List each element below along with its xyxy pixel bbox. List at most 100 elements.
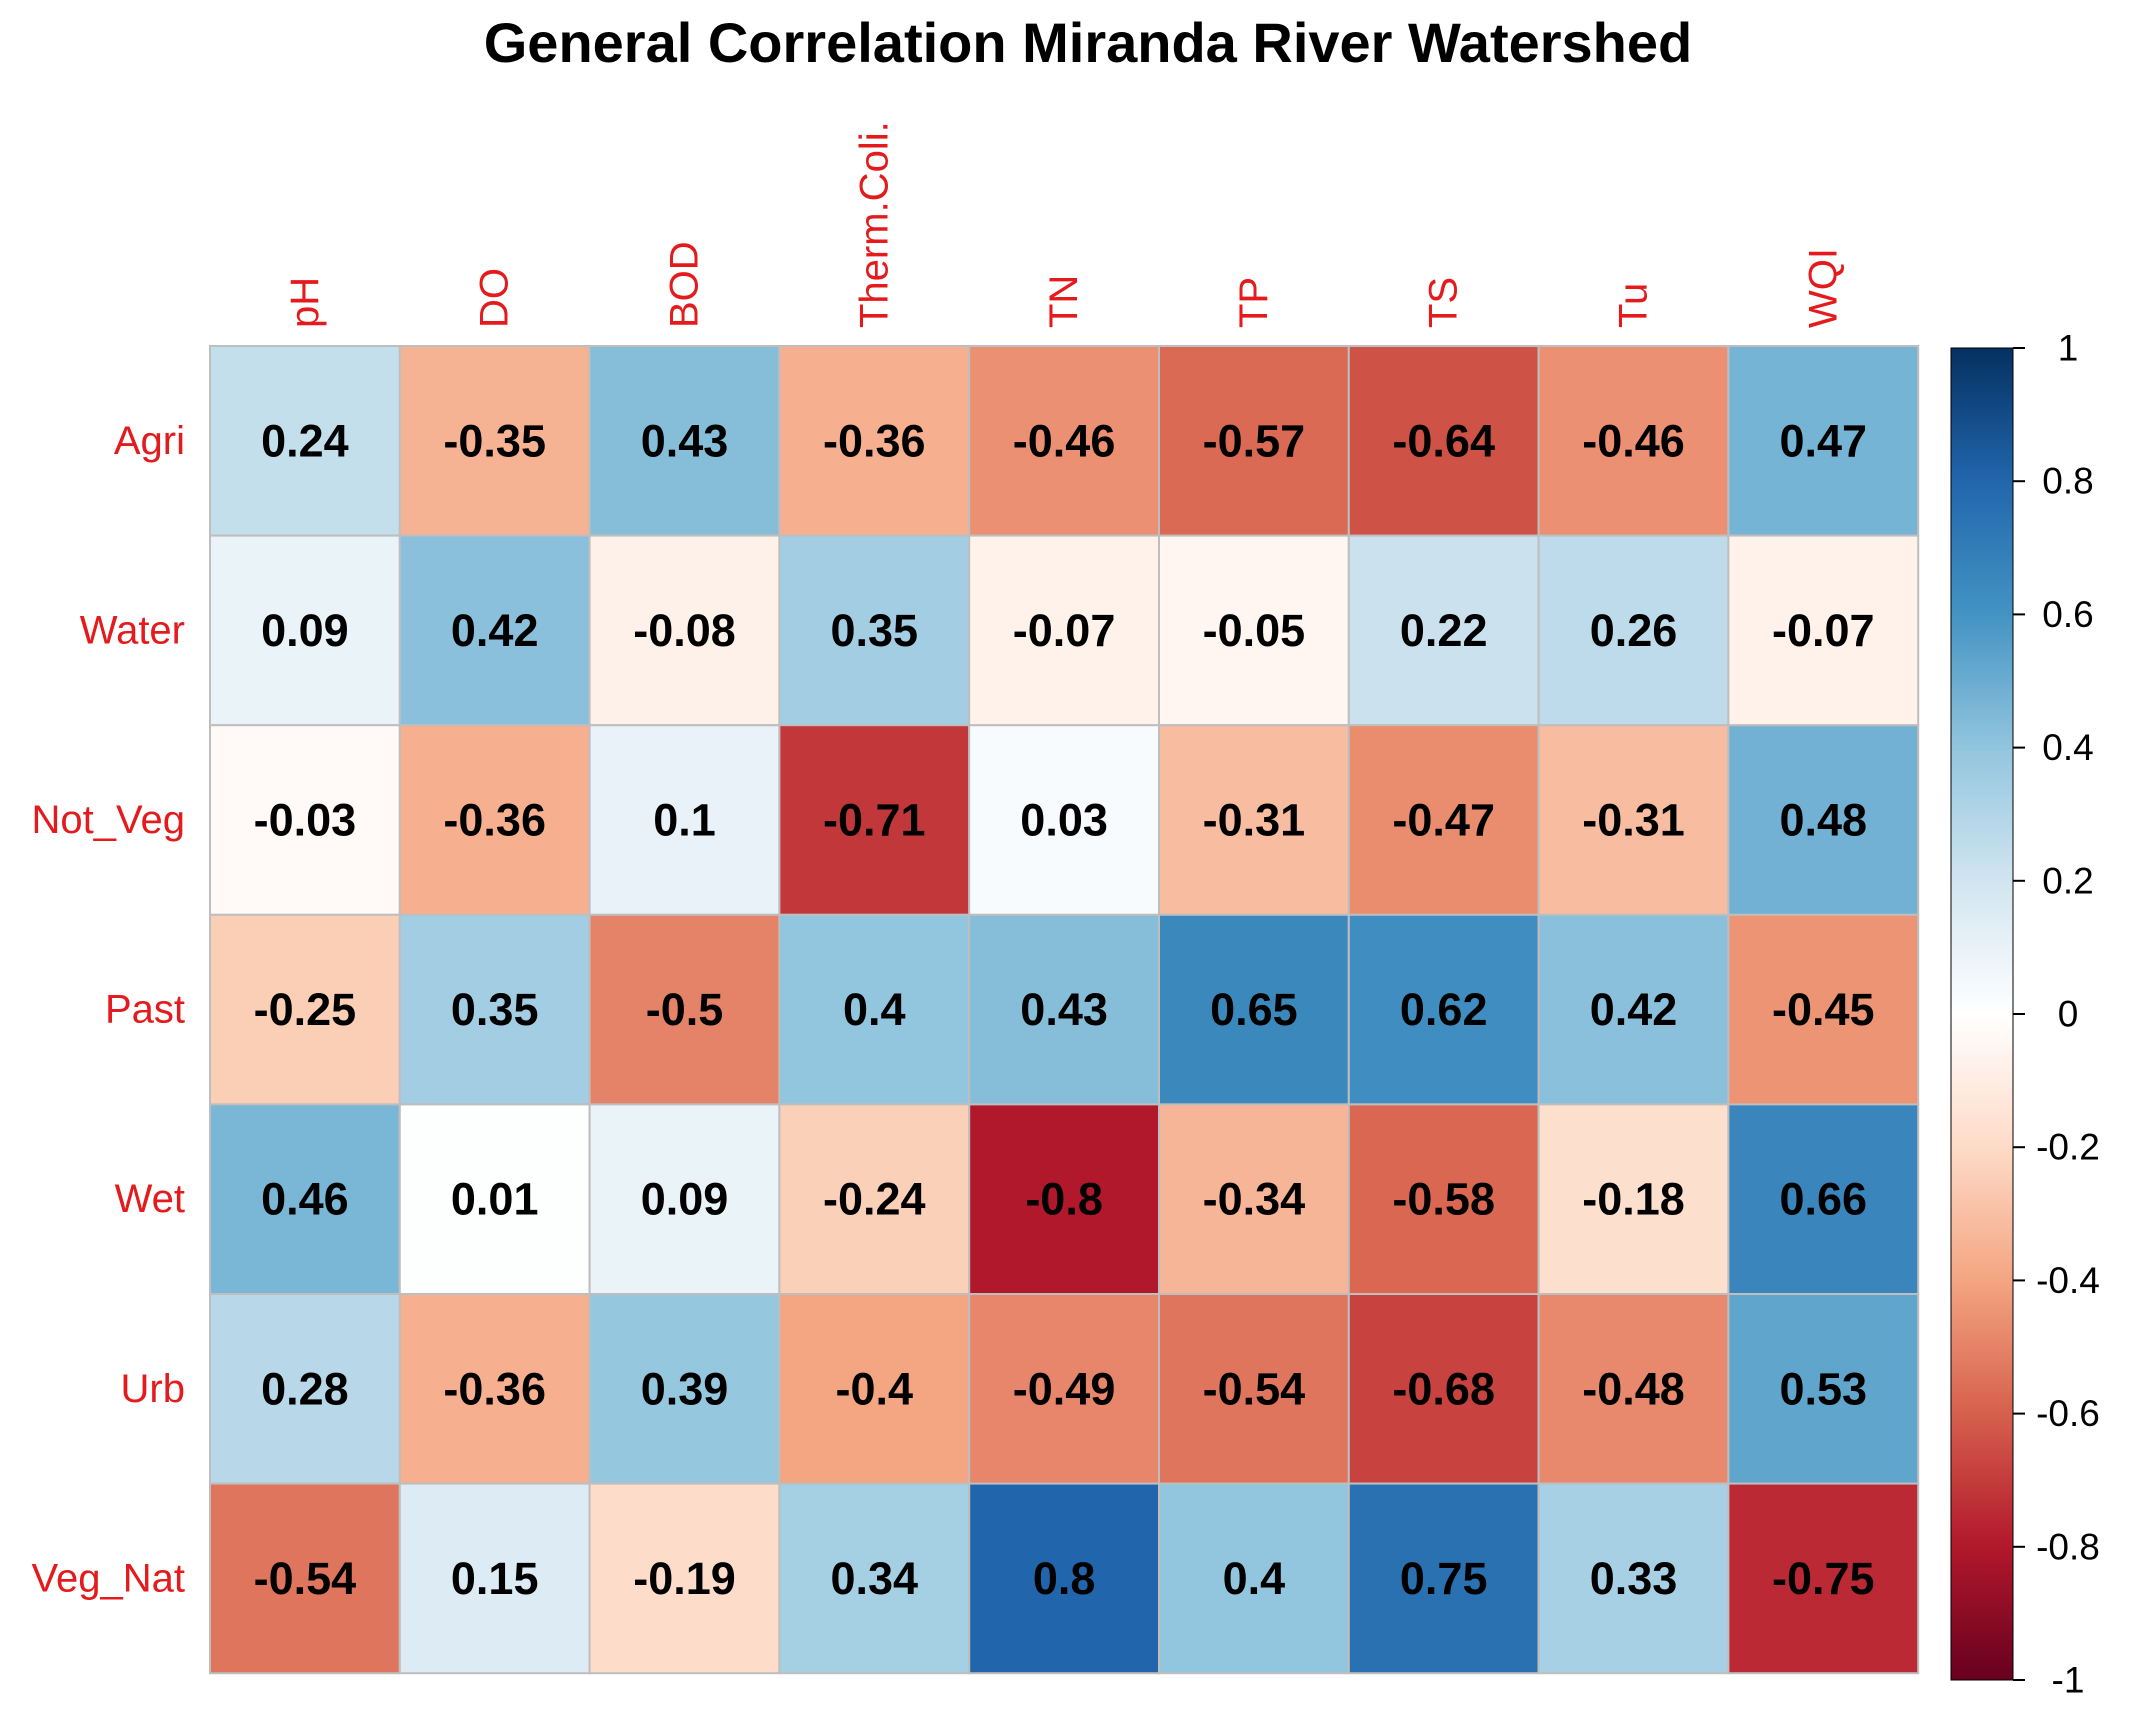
- cell-value-label: 0.46: [261, 1174, 349, 1225]
- row-label-wet: Wet: [115, 1177, 185, 1221]
- column-label-wqi: WQI: [1801, 248, 1845, 328]
- cell-value-label: -0.18: [1582, 1174, 1685, 1225]
- heatmap-cell: [968, 534, 1161, 727]
- heatmap-cell: [209, 1103, 401, 1296]
- cell-value-label: -0.4: [836, 1363, 914, 1414]
- heatmap-cell: [1727, 724, 1920, 916]
- heatmap-cell: [778, 913, 971, 1106]
- colorbar-tick-label: -0.4: [2036, 1260, 2100, 1301]
- heatmap-cell: [398, 345, 591, 537]
- row-label-water: Water: [80, 608, 185, 652]
- cell-value-label: -0.31: [1582, 795, 1685, 846]
- cell-value-label: -0.54: [254, 1553, 357, 1604]
- cell-value-label: -0.75: [1772, 1553, 1875, 1604]
- heatmap-cell: [1727, 534, 1920, 727]
- cell-value-label: 0.42: [451, 605, 539, 656]
- cell-value-label: 0.35: [451, 984, 539, 1035]
- column-label-tu: Tu: [1612, 283, 1656, 328]
- heatmap-cell: [778, 724, 971, 916]
- cell-value-label: 0.62: [1400, 984, 1488, 1035]
- cell-value-label: -0.36: [823, 415, 926, 466]
- heatmap-cell: [209, 913, 401, 1106]
- heatmap-cell: [1537, 534, 1730, 727]
- column-label-therm-coli: Therm.Coli.: [852, 121, 896, 328]
- colorbar-tick-label: 0.4: [2042, 727, 2093, 768]
- colorbar-tick-label: 0.6: [2042, 594, 2093, 635]
- row-labels: Agri Water Not_Veg Past Wet Urb Veg_Nat: [32, 419, 185, 1601]
- colorbar: 1 0.8 0.6 0.4 0.2 0 -0.2 -0.4 -0.6 -0.8 -1: [1950, 328, 2100, 1701]
- cell-value-label: -0.47: [1392, 795, 1495, 846]
- cell-value-label: -0.46: [1582, 415, 1685, 466]
- heatmap-cell: [588, 1103, 781, 1296]
- cell-value-label: -0.34: [1203, 1174, 1306, 1225]
- cell-value-label: -0.25: [254, 984, 357, 1035]
- row-label-past: Past: [105, 988, 185, 1032]
- colorbar-tick-label: -0.2: [2036, 1127, 2100, 1168]
- heatmap-cell: [588, 1482, 781, 1675]
- cell-value-label: 0.22: [1400, 605, 1488, 656]
- cell-value-label: 0.8: [1033, 1553, 1096, 1604]
- heatmap-cell: [1537, 913, 1730, 1106]
- column-labels: pH DO BOD Therm.Coli. TN TP TS Tu WQI: [283, 121, 1845, 328]
- cell-value-label: 0.53: [1780, 1363, 1868, 1414]
- cell-value-label: -0.49: [1013, 1363, 1116, 1414]
- heatmap-cell: [209, 724, 401, 916]
- row-label-veg-nat: Veg_Nat: [32, 1556, 185, 1600]
- cell-value-label: 0.15: [451, 1553, 539, 1604]
- cell-value-label: 0.4: [843, 984, 906, 1035]
- colorbar-tick-label: 0.8: [2042, 461, 2093, 502]
- heatmap-cell: [398, 1293, 591, 1485]
- cell-value-label: 0.75: [1400, 1553, 1488, 1604]
- cell-value-label: 0.4: [1223, 1553, 1286, 1604]
- cell-value-label: -0.36: [443, 1363, 546, 1414]
- colorbar-tick-label: -0.6: [2036, 1393, 2100, 1434]
- cell-value-label: -0.57: [1203, 415, 1306, 466]
- cell-value-label: -0.03: [254, 795, 357, 846]
- cell-value-label: -0.07: [1772, 605, 1875, 656]
- cell-value-label: -0.08: [633, 605, 736, 656]
- heatmap-cell: [1347, 534, 1540, 727]
- cell-value-label: -0.8: [1025, 1174, 1103, 1225]
- heatmap-cell: [778, 1293, 971, 1485]
- heatmap-cell: [1158, 1103, 1350, 1296]
- cell-value-label: 0.03: [1020, 795, 1108, 846]
- cell-value-label: -0.5: [646, 984, 724, 1035]
- cell-value-label: 0.47: [1780, 415, 1868, 466]
- cell-value-label: 0.09: [641, 1174, 729, 1225]
- heatmap-cell: [209, 534, 401, 727]
- colorbar-tick-label: -1: [2052, 1660, 2085, 1701]
- colorbar-tick-label: 1: [2058, 328, 2079, 369]
- cell-value-label: -0.19: [633, 1553, 736, 1604]
- cell-value-label: -0.68: [1392, 1363, 1495, 1414]
- cell-value-label: 0.34: [831, 1553, 919, 1604]
- cell-value-label: 0.66: [1780, 1174, 1868, 1225]
- heatmap-cell: [1537, 1293, 1730, 1485]
- row-label-not-veg: Not_Veg: [32, 798, 185, 842]
- colorbar-tick-label: -0.8: [2036, 1526, 2100, 1567]
- cell-value-label: 0.26: [1590, 605, 1678, 656]
- cell-value-label: 0.43: [641, 415, 729, 466]
- cell-value-label: -0.48: [1582, 1363, 1685, 1414]
- heatmap-cell: [398, 913, 591, 1106]
- heatmap-cell: [968, 724, 1161, 916]
- heatmap-cell: [968, 1482, 1161, 1675]
- heatmap-cell: [1158, 345, 1350, 537]
- heatmap-cell: [1537, 345, 1730, 537]
- cell-value-label: 0.01: [451, 1174, 539, 1225]
- colorbar-tick-label: 0: [2058, 994, 2079, 1035]
- column-label-tn: TN: [1042, 275, 1086, 328]
- heatmap-cell: [1158, 1482, 1350, 1675]
- row-label-urb: Urb: [121, 1367, 185, 1411]
- heatmap-cell: [209, 1482, 401, 1675]
- cell-value-label: -0.64: [1392, 415, 1495, 466]
- cell-value-label: 0.35: [831, 605, 919, 656]
- cell-value-label: 0.24: [261, 415, 349, 466]
- heatmap-cell: [778, 345, 971, 537]
- cell-value-label: 0.48: [1780, 795, 1868, 846]
- heatmap-cell: [968, 345, 1161, 537]
- colorbar-gradient: [1950, 347, 2014, 1681]
- cell-value-label: -0.71: [823, 795, 926, 846]
- heatmap-cell: [1158, 1293, 1350, 1485]
